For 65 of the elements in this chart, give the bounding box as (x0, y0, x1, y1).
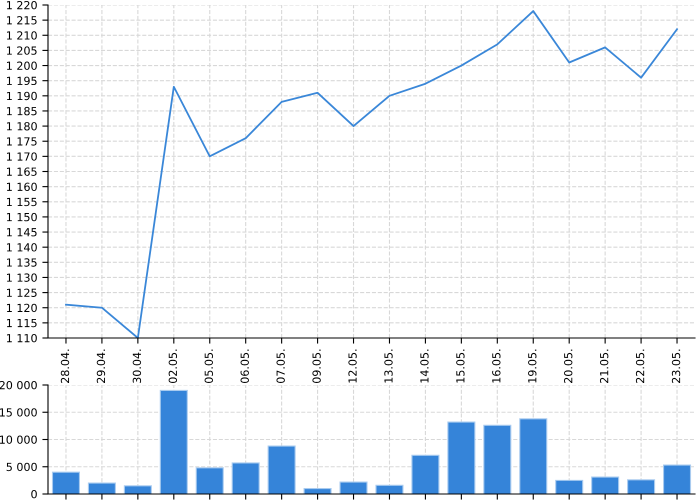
bar (519, 418, 548, 494)
y-tick-label: 1 195 (6, 76, 37, 86)
bar (232, 462, 260, 494)
bar (483, 424, 512, 494)
x-tick-label: 21.05. (600, 350, 608, 383)
y-tick-label: 0 (31, 490, 37, 498)
y-tick-label: 1 180 (6, 122, 37, 130)
x-tick-label: 19.05. (528, 350, 536, 383)
bar (160, 390, 188, 494)
x-tick-label: 05.05. (204, 350, 213, 384)
bar (304, 488, 332, 494)
x-tick-label: 15.05. (456, 350, 465, 383)
bar (411, 454, 440, 494)
y-tick-label: 1 175 (6, 137, 37, 146)
bar (88, 482, 116, 494)
y-tick-label: 1 190 (6, 92, 37, 100)
x-tick-label: 02.05. (168, 350, 178, 384)
bar (447, 422, 476, 494)
y-tick-label: 1 135 (6, 258, 37, 267)
y-tick-label: 1 150 (6, 212, 37, 222)
y-tick-label: 20 000 (0, 380, 37, 390)
x-tick-label: 20.05. (564, 350, 572, 383)
x-tick-label: 22.05. (636, 350, 644, 383)
y-tick-label: 1 170 (6, 152, 37, 161)
y-tick-label: 1 205 (6, 46, 37, 55)
y-tick-label: 1 215 (6, 16, 37, 25)
y-tick-label: 1 125 (6, 288, 37, 297)
x-tick-label: 12.05. (348, 350, 357, 383)
bar (339, 481, 368, 494)
bar (662, 464, 692, 494)
x-tick-label: 28.04. (60, 350, 70, 383)
bar (196, 467, 224, 494)
y-tick-label: 1 165 (6, 167, 37, 176)
x-tick-label: 29.04. (96, 350, 106, 383)
x-tick-label: 30.04. (132, 350, 142, 383)
bar (375, 484, 404, 494)
y-tick-label: 1 220 (6, 0, 37, 10)
bar (52, 472, 80, 494)
y-tick-label: 1 155 (6, 198, 37, 206)
y-tick-label: 10 000 (0, 435, 37, 444)
y-tick-label: 1 185 (6, 106, 37, 116)
y-tick-label: 1 110 (6, 334, 37, 342)
bar (591, 476, 620, 494)
y-tick-label: 1 120 (6, 304, 37, 312)
x-tick-label: 09.05. (312, 350, 321, 384)
y-tick-label: 1 115 (6, 318, 37, 328)
y-tick-label: 1 210 (6, 31, 37, 40)
y-tick-label: 1 160 (6, 182, 37, 192)
y-tick-label: 1 200 (6, 62, 37, 70)
x-tick-label: 07.05. (276, 350, 285, 384)
y-tick-label: 1 130 (6, 273, 37, 282)
bar (124, 485, 152, 494)
bar (555, 480, 584, 494)
x-tick-label: 13.05. (384, 350, 393, 383)
bar (268, 445, 296, 494)
y-tick-label: 1 140 (6, 243, 37, 252)
x-tick-label: 16.05. (492, 350, 501, 383)
y-tick-label: 15 000 (0, 408, 37, 417)
line-series (65, 10, 678, 338)
bar (627, 479, 656, 494)
x-tick-label: 14.05. (420, 350, 429, 383)
x-tick-label: 23.05. (672, 350, 680, 383)
y-tick-label: 5 000 (6, 462, 37, 472)
y-tick-label: 1 145 (6, 228, 37, 236)
x-tick-label: 06.05. (240, 350, 249, 384)
